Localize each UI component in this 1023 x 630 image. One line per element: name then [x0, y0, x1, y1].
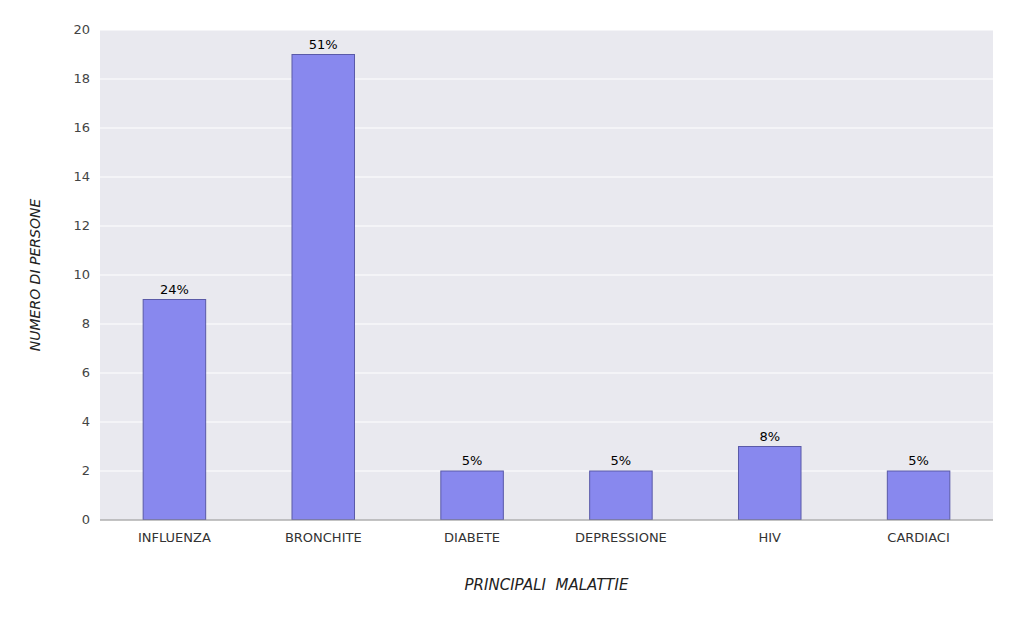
grid-line — [100, 275, 993, 276]
bar — [590, 471, 653, 520]
data-label: 8% — [759, 429, 780, 444]
grid-line — [100, 128, 993, 129]
bars — [143, 55, 950, 521]
y-tick-label: 16 — [73, 120, 90, 135]
data-label: 5% — [908, 453, 929, 468]
bar — [292, 55, 355, 521]
x-axis-line — [100, 520, 993, 521]
y-tick-label: 0 — [82, 512, 90, 527]
x-tick-label: DEPRESSIONE — [575, 530, 667, 545]
y-tick-label: 10 — [73, 267, 90, 282]
data-label: 51% — [309, 37, 338, 52]
grid-line — [100, 422, 993, 423]
x-tick-label: HIV — [758, 530, 781, 545]
data-label: 5% — [611, 453, 632, 468]
y-tick-label: 20 — [73, 22, 90, 37]
y-ticks: 0 2 4 6 8 10 12 14 16 18 20 — [73, 22, 90, 527]
y-grid — [100, 30, 993, 520]
chart-svg: 0 2 4 6 8 10 12 14 16 18 20 24% 51% 5% 5% 8% 5% INFLUENZA… — [0, 0, 1023, 630]
grid-line — [100, 520, 993, 521]
x-tick-label: INFLUENZA — [138, 530, 211, 545]
y-tick-label: 4 — [82, 414, 90, 429]
x-axis-label: PRINCIPALI MALATTIE — [465, 576, 629, 594]
y-tick-label: 6 — [82, 365, 90, 380]
bar — [887, 471, 950, 520]
y-tick-label: 2 — [82, 463, 90, 478]
data-labels: 24% 51% 5% 5% 8% 5% — [160, 37, 929, 469]
data-label: 24% — [160, 282, 189, 297]
bar — [441, 471, 504, 520]
data-label: 5% — [462, 453, 483, 468]
bar — [143, 300, 206, 521]
y-tick-label: 8 — [82, 316, 90, 331]
x-tick-label: BRONCHITE — [285, 530, 362, 545]
grid-line — [100, 226, 993, 227]
y-tick-label: 14 — [73, 169, 90, 184]
grid-line — [100, 471, 993, 472]
y-tick-label: 12 — [73, 218, 90, 233]
chart-container: 0 2 4 6 8 10 12 14 16 18 20 24% 51% 5% 5% 8% 5% INFLUENZA… — [0, 0, 1023, 630]
bar — [738, 447, 801, 521]
grid-line — [100, 324, 993, 325]
grid-line — [100, 177, 993, 178]
grid-line — [100, 30, 993, 31]
grid-line — [100, 79, 993, 80]
y-axis-label: NUMERO DI PERSONE — [27, 199, 43, 352]
grid-line — [100, 373, 993, 374]
page: {"chart_data": {"type": "bar", "categori… — [0, 0, 1023, 630]
x-tick-label: CARDIACI — [887, 530, 949, 545]
y-tick-label: 18 — [73, 71, 90, 86]
x-tick-label: DIABETE — [444, 530, 500, 545]
x-ticks: INFLUENZA BRONCHITE DIABETE DEPRESSIONE HIV C… — [138, 530, 950, 545]
plot-background — [100, 30, 993, 520]
